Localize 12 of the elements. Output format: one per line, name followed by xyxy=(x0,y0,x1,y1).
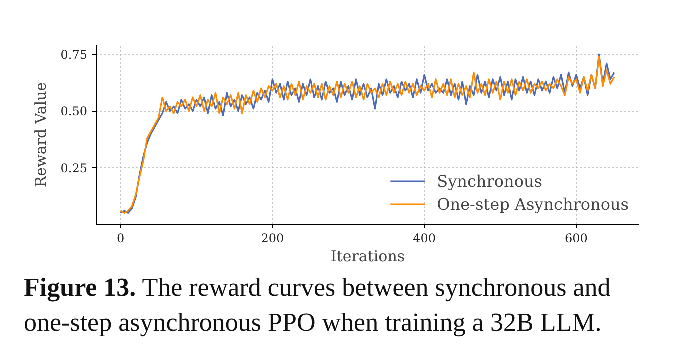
y-tick-label: 0.50 xyxy=(60,104,88,119)
x-tick-label: 600 xyxy=(565,232,588,246)
x-tick-label: 0 xyxy=(116,232,125,246)
x-axis-title: Iterations xyxy=(330,248,406,266)
y-tick-label: 0.25 xyxy=(60,161,88,176)
y-axis-title: Reward Value xyxy=(32,82,50,188)
legend-label: Synchronous xyxy=(437,172,542,190)
caption: Figure 13. xyxy=(24,273,136,302)
legend-label: One-step Asynchronous xyxy=(437,194,629,214)
x-tick-label: 400 xyxy=(413,232,436,246)
x-tick-label: 200 xyxy=(261,232,284,246)
y-tick-label: 0.75 xyxy=(60,48,88,62)
